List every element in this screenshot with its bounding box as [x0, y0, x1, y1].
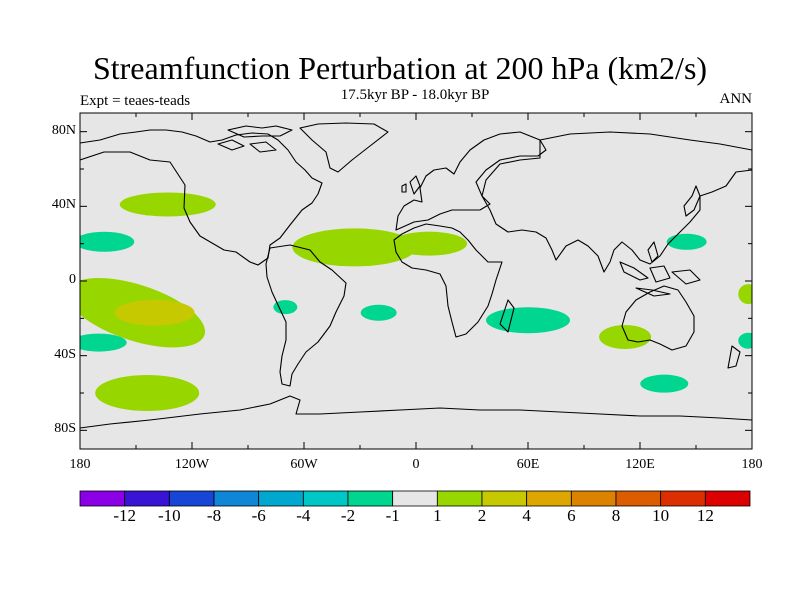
coast-north-america: [80, 129, 323, 266]
longitude-label: 120E: [625, 457, 655, 472]
plot-subtitle: 17.5kyr BP - 18.0kyr BP: [340, 87, 490, 103]
coast-new-zealand: [727, 345, 741, 369]
colorbar-label: -2: [340, 506, 356, 525]
colorbar-label: -4: [296, 506, 311, 525]
colorbar-swatch: [79, 490, 126, 507]
colorbar-swatch: [213, 490, 260, 507]
longitude-label: 120W: [174, 457, 210, 472]
anomaly-negative: [738, 332, 752, 349]
latitude-label: 40N: [51, 197, 76, 213]
anomaly-negative: [360, 304, 397, 321]
anomaly-negative: [80, 231, 135, 252]
anomaly-positive: [119, 192, 216, 217]
colorbar-label: 1: [433, 506, 442, 525]
longitude-label: 0: [412, 457, 420, 472]
longitude-label: 180: [69, 457, 91, 472]
colorbar-swatch: [124, 490, 170, 507]
colorbar-swatch: [258, 490, 304, 507]
anomaly-positive: [95, 375, 200, 411]
anomaly-positive: [738, 284, 752, 305]
season-label: ANN: [719, 91, 753, 107]
colorbar-label: 8: [611, 506, 621, 525]
colorbar-label: 4: [522, 506, 531, 525]
colorbar-swatch: [660, 490, 706, 507]
coast-arctic-islands: [217, 125, 293, 153]
anomaly-positive: [391, 231, 468, 256]
colorbar-label: 10: [652, 506, 670, 525]
anomaly-contours: [80, 192, 752, 411]
anomaly-negative: [486, 307, 570, 334]
longitude-label: 180: [741, 457, 763, 472]
coast-madagascar: [499, 299, 515, 333]
coast-greenland: [299, 122, 389, 173]
colorbar-swatch: [302, 490, 349, 507]
longitude-label: 60E: [516, 457, 540, 472]
map-ticks: [79, 113, 753, 449]
colorbar-swatch: [347, 490, 394, 507]
plot-title: Streamfunction Perturbation at 200 hPa (…: [92, 50, 708, 86]
coast-australia: [621, 285, 695, 351]
colorbar-swatch: [436, 490, 483, 507]
colorbar-label: 2: [477, 506, 487, 525]
colorbar-swatch: [392, 490, 438, 507]
coast-south-america: [265, 244, 347, 387]
latitude-label: 80S: [54, 421, 76, 437]
colorbar-label: -10: [157, 506, 181, 525]
colorbar-label: -12: [113, 506, 136, 525]
anomaly-negative: [666, 233, 707, 250]
anomaly-negative: [80, 333, 127, 352]
colorbar-label: 6: [567, 506, 576, 525]
latitude-label: 0: [69, 272, 76, 287]
coast-japan: [683, 185, 701, 217]
experiment-label: Expt = teaes-teads: [80, 93, 191, 109]
colorbar-swatch: [168, 490, 215, 507]
coast-antarctica: [80, 395, 752, 429]
colorbar-swatch: [526, 490, 572, 507]
colorbar-label: -1: [385, 506, 400, 525]
coast-asia: [481, 131, 752, 273]
longitude-label: 60W: [290, 457, 318, 472]
colorbar-swatch: [615, 490, 662, 507]
colorbar-swatch: [570, 490, 617, 507]
colorbar-swatch: [704, 490, 751, 507]
colorbar-label: 12: [696, 506, 714, 525]
anomaly-positive: [114, 299, 195, 326]
colorbar: [79, 490, 751, 507]
anomaly-positive: [599, 325, 652, 349]
coast-maritime-continent: [619, 241, 701, 297]
anomaly-negative: [273, 300, 298, 315]
anomaly-positive: [292, 228, 417, 267]
coast-british-isles: [401, 175, 421, 195]
latitude-label: 80N: [51, 122, 76, 138]
colorbar-label: -6: [251, 506, 266, 525]
coastlines: [80, 122, 752, 429]
colorbar-swatch: [481, 490, 528, 507]
anomaly-negative: [640, 374, 689, 393]
colorbar-label: -8: [206, 506, 222, 525]
latitude-label: 40S: [54, 346, 76, 362]
